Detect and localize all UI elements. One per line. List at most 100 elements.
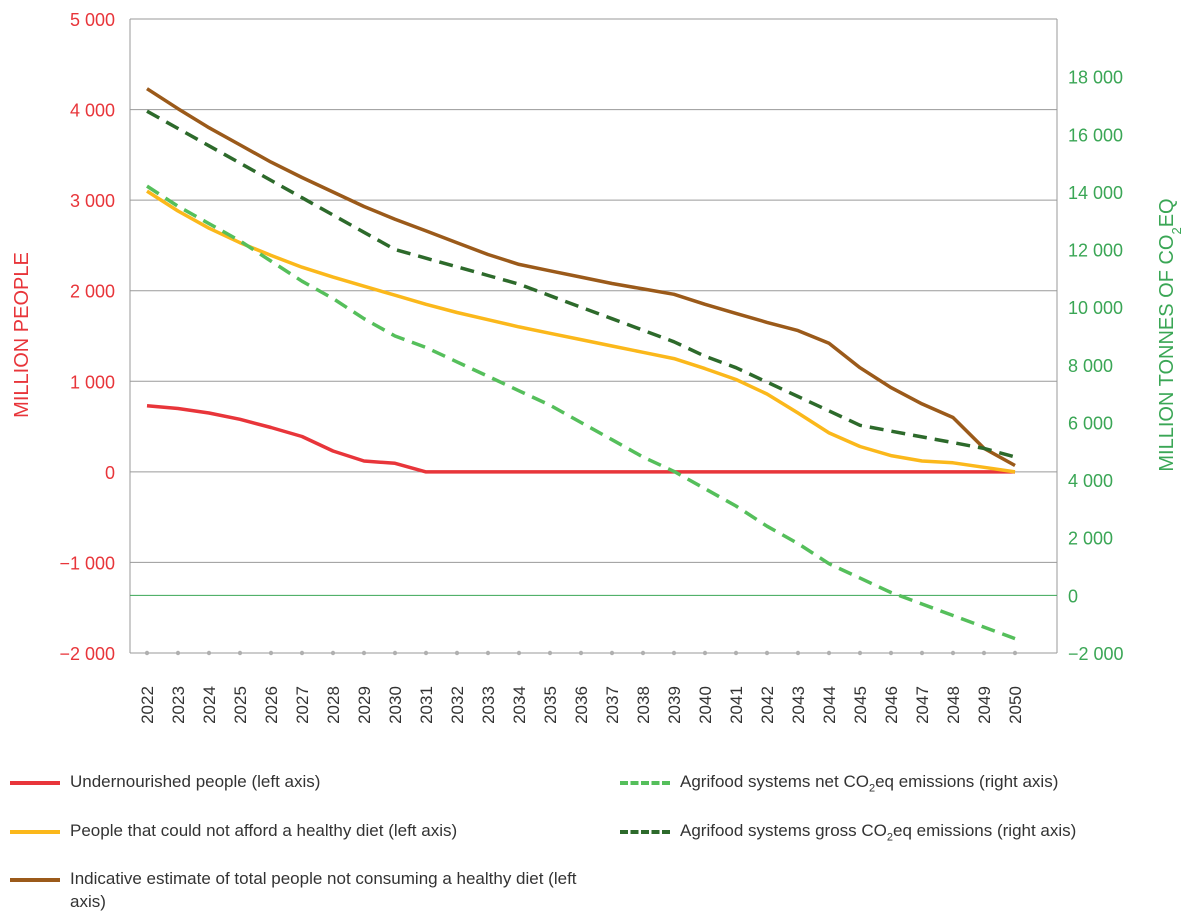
x-tick-label: 2044 — [820, 686, 839, 724]
x-tick-mark — [1012, 650, 1018, 656]
legend-swatch-undernourished — [10, 781, 60, 785]
x-tick-mark — [950, 650, 956, 656]
x-tick-label: 2045 — [851, 686, 870, 724]
right-tick-label: 18 000 — [1068, 68, 1123, 88]
x-tick-mark — [423, 650, 429, 656]
x-tick-label: 2046 — [882, 686, 901, 724]
x-tick-label: 2032 — [448, 686, 467, 724]
right-tick-label: 10 000 — [1068, 298, 1123, 318]
x-tick-label: 2031 — [417, 686, 436, 724]
left-tick-label: 5 000 — [70, 10, 115, 30]
legend-label-gross: Agrifood systems gross CO2eq emissions (… — [680, 821, 1077, 844]
x-tick-label: 2034 — [510, 686, 529, 724]
series-line-3 — [146, 184, 1016, 641]
x-tick-mark — [516, 650, 522, 656]
x-tick-label: 2029 — [355, 686, 374, 724]
x-tick-label: 2037 — [603, 686, 622, 724]
x-tick-mark — [361, 650, 367, 656]
right-tick-label: 2 000 — [1068, 529, 1113, 549]
x-tick-mark — [609, 650, 615, 656]
left-axis-ticks: 5 000 4 000 3 000 2 000 1 000 0 −1 000 −2 000 — [59, 10, 115, 664]
left-tick-label: −2 000 — [59, 644, 115, 664]
x-tick-label: 2024 — [200, 686, 219, 724]
x-tick-mark — [175, 650, 181, 656]
x-tick-mark — [392, 650, 398, 656]
x-tick-mark — [547, 650, 553, 656]
x-tick-label: 2042 — [758, 686, 777, 724]
x-tick-mark — [826, 650, 832, 656]
legend-swatch-gross — [620, 830, 670, 834]
x-tick-label: 2028 — [324, 686, 343, 724]
x-tick-label: 2038 — [634, 686, 653, 724]
right-axis-ticks: 18 000 16 000 14 000 12 000 10 000 8 000 6 000… — [1068, 68, 1124, 664]
legend-swatch-afford — [10, 830, 60, 834]
x-tick-label: 2049 — [975, 686, 994, 724]
x-axis-ticks: 2022 2023 2024 2025 2026 2027 2028 2029 2030 2031… — [138, 650, 1025, 724]
x-tick-label: 2033 — [479, 686, 498, 724]
legend-label-net: Agrifood systems net CO2eq emissions (ri… — [680, 772, 1059, 795]
x-tick-mark — [578, 650, 584, 656]
x-tick-label: 2040 — [696, 686, 715, 724]
series-line-0 — [146, 403, 1015, 474]
x-tick-label: 2039 — [665, 686, 684, 724]
x-tick-label: 2023 — [169, 686, 188, 724]
x-tick-mark — [764, 650, 770, 656]
legend-label-afford: People that could not afford a healthy d… — [70, 821, 458, 840]
right-tick-label: 12 000 — [1068, 241, 1123, 261]
left-tick-label: 0 — [105, 463, 115, 483]
left-tick-label: 4 000 — [70, 101, 115, 121]
x-tick-label: 2036 — [572, 686, 591, 724]
x-tick-label: 2041 — [727, 686, 746, 724]
right-tick-label: 8 000 — [1068, 356, 1113, 376]
x-tick-label: 2047 — [913, 686, 932, 724]
x-tick-label: 2026 — [262, 686, 281, 724]
x-tick-label: 2035 — [541, 686, 560, 724]
x-tick-mark — [857, 650, 863, 656]
left-tick-label: 2 000 — [70, 282, 115, 302]
x-tick-label: 2050 — [1006, 686, 1025, 724]
right-tick-label: 14 000 — [1068, 183, 1123, 203]
x-tick-mark — [919, 650, 925, 656]
x-tick-mark — [795, 650, 801, 656]
legend-swatch-net — [620, 781, 670, 785]
x-tick-mark — [671, 650, 677, 656]
left-tick-label: 1 000 — [70, 372, 115, 392]
x-tick-mark — [268, 650, 274, 656]
x-tick-label: 2022 — [138, 686, 157, 724]
x-tick-label: 2025 — [231, 686, 250, 724]
x-tick-label: 2048 — [944, 686, 963, 724]
x-tick-mark — [144, 650, 150, 656]
right-tick-label: 4 000 — [1068, 471, 1113, 491]
x-tick-mark — [206, 650, 212, 656]
x-tick-mark — [702, 650, 708, 656]
series-line-1 — [146, 189, 1016, 474]
x-tick-label: 2043 — [789, 686, 808, 724]
legend-label-total: Indicative estimate of total people not … — [70, 869, 577, 911]
legend-label-undernourished: Undernourished people (left axis) — [70, 772, 321, 791]
series-lines — [146, 87, 1016, 641]
x-tick-mark — [640, 650, 646, 656]
x-tick-label: 2027 — [293, 686, 312, 724]
left-axis-label: MILLION PEOPLE — [11, 252, 33, 418]
left-tick-label: −1 000 — [59, 553, 115, 573]
x-tick-mark — [485, 650, 491, 656]
left-tick-label: 3 000 — [70, 191, 115, 211]
x-tick-label: 2030 — [386, 686, 405, 724]
x-tick-mark — [981, 650, 987, 656]
x-tick-mark — [733, 650, 739, 656]
x-tick-mark — [237, 650, 243, 656]
right-axis-label: MILLION TONNES OF CO2EQ — [1156, 198, 1184, 471]
right-tick-label: 16 000 — [1068, 125, 1123, 145]
x-tick-mark — [299, 650, 305, 656]
x-tick-mark — [330, 650, 336, 656]
x-tick-mark — [454, 650, 460, 656]
series-line-4 — [146, 109, 1016, 459]
legend-swatch-total — [10, 878, 60, 882]
x-tick-mark — [888, 650, 894, 656]
right-tick-label: 6 000 — [1068, 413, 1113, 433]
series-line-2 — [146, 87, 1016, 468]
right-tick-label: −2 000 — [1068, 644, 1124, 664]
right-tick-label: 0 — [1068, 586, 1078, 606]
